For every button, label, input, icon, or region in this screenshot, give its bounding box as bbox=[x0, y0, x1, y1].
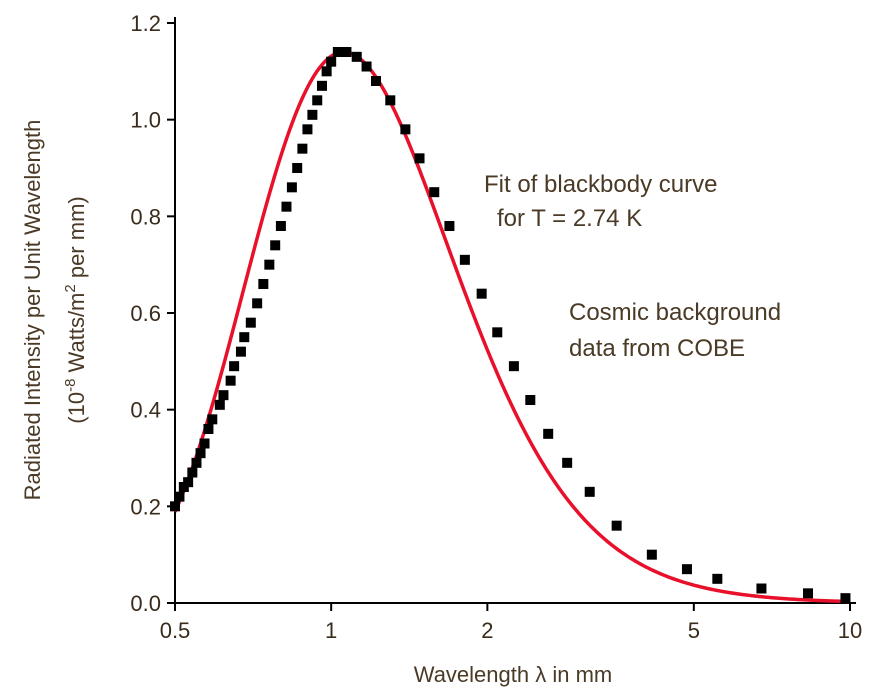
data-point bbox=[562, 457, 573, 468]
y-tick-label: 0.4 bbox=[130, 398, 161, 423]
data-point bbox=[444, 221, 455, 231]
axes: 0.0 0.2 0.4 0.6 0.8 1.0 1.2 0.5 1 2 5 10 bbox=[130, 11, 862, 643]
data-point bbox=[316, 80, 327, 91]
data-point bbox=[297, 143, 308, 154]
data-point bbox=[195, 448, 206, 459]
data-point bbox=[183, 477, 194, 488]
data-point bbox=[584, 486, 595, 497]
data-point bbox=[199, 438, 210, 449]
data-point bbox=[264, 259, 275, 270]
y-tick-label: 0.6 bbox=[130, 301, 161, 326]
data-point bbox=[239, 332, 250, 343]
data-point bbox=[207, 414, 218, 425]
data-point bbox=[245, 317, 256, 328]
data-point bbox=[214, 399, 225, 410]
x-tick-label: 10 bbox=[838, 618, 862, 643]
data-point bbox=[756, 583, 767, 594]
data-point bbox=[302, 124, 313, 135]
data-point bbox=[429, 187, 440, 198]
data-point bbox=[341, 47, 352, 57]
data-point bbox=[292, 163, 303, 173]
fit-layer bbox=[173, 50, 851, 604]
data-point bbox=[543, 428, 554, 439]
blackbody-fit-curve bbox=[173, 50, 851, 604]
data-point bbox=[332, 47, 343, 57]
data-point bbox=[258, 279, 269, 289]
data-point bbox=[174, 491, 185, 502]
data-point bbox=[525, 395, 536, 405]
y-axis-title-line2: (10-8 Watts/m2 per mm) bbox=[62, 196, 89, 423]
data-point bbox=[229, 361, 240, 372]
data-point bbox=[351, 51, 362, 62]
data-points bbox=[170, 47, 851, 604]
data-point bbox=[187, 467, 198, 478]
data-point bbox=[508, 361, 519, 372]
y-units-open: (10 bbox=[64, 392, 89, 424]
data-annotation-line2: data from COBE bbox=[569, 335, 746, 362]
data-point bbox=[275, 221, 286, 231]
y-tick-label: 1.2 bbox=[130, 11, 161, 36]
data-point bbox=[492, 327, 503, 338]
data-point bbox=[385, 95, 396, 106]
y-tick-label: 0.0 bbox=[130, 591, 161, 616]
data-point bbox=[459, 254, 470, 265]
data-point bbox=[400, 124, 411, 135]
x-tick-label: 1 bbox=[325, 618, 337, 643]
data-annotation-line1: Cosmic background bbox=[569, 299, 782, 326]
data-point bbox=[361, 61, 372, 72]
y-axis-title: Radiated Intensity per Unit Wavelength bbox=[20, 120, 45, 501]
data-point bbox=[286, 182, 297, 193]
fit-annotation-line1: Fit of blackbody curve bbox=[484, 171, 718, 198]
data-point bbox=[414, 153, 425, 164]
data-point bbox=[203, 424, 214, 434]
data-point bbox=[840, 593, 851, 604]
y-units-exp: -8 bbox=[62, 379, 79, 392]
data-point bbox=[476, 288, 487, 299]
x-tick-label: 5 bbox=[688, 618, 700, 643]
y-axis-title-line1: Radiated Intensity per Unit Wavelength bbox=[20, 120, 45, 501]
x-axis-title: Wavelength λ in mm bbox=[414, 662, 612, 687]
data-point bbox=[803, 588, 814, 599]
x-tick-label: 0.5 bbox=[160, 618, 191, 643]
data-point bbox=[312, 95, 323, 106]
data-point bbox=[611, 520, 622, 531]
data-point bbox=[712, 573, 723, 584]
data-point bbox=[235, 346, 246, 357]
y-units-watts: Watts/m bbox=[64, 293, 89, 379]
fit-annotation-line2: for T = 2.74 K bbox=[497, 205, 643, 232]
data-point bbox=[646, 549, 657, 560]
data-point bbox=[191, 457, 202, 468]
data-point bbox=[170, 501, 180, 512]
data-point bbox=[321, 66, 332, 77]
data-point bbox=[225, 375, 236, 386]
x-tick-label: 2 bbox=[481, 618, 493, 643]
data-point bbox=[307, 109, 318, 120]
data-point bbox=[326, 56, 337, 67]
data-point bbox=[270, 240, 281, 251]
y-tick-label: 0.2 bbox=[130, 494, 161, 519]
data-point bbox=[281, 201, 292, 212]
data-point bbox=[681, 564, 692, 575]
y-axis-units: (10-8 Watts/m2 per mm) bbox=[62, 196, 89, 423]
y-units-sq: 2 bbox=[62, 284, 79, 292]
data-point bbox=[252, 298, 263, 309]
data-point bbox=[218, 390, 229, 401]
y-tick-label: 0.8 bbox=[130, 204, 161, 229]
y-tick-label: 1.0 bbox=[130, 108, 161, 133]
data-point bbox=[370, 76, 381, 86]
y-units-close: per mm) bbox=[64, 196, 89, 284]
